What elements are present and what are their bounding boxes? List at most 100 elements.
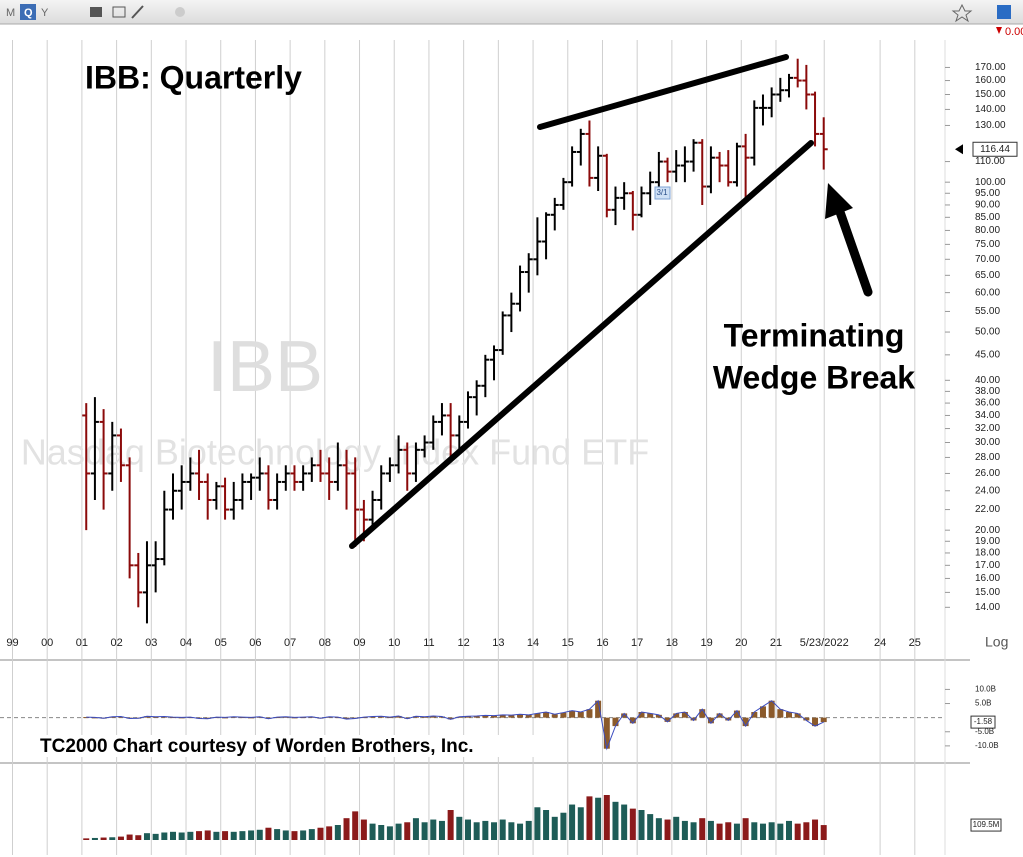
tool-icon[interactable]	[112, 6, 126, 18]
indicator-bar	[629, 717, 636, 724]
volume-bar	[248, 830, 255, 840]
y-tick-label: 70.00	[975, 254, 1000, 265]
y-tick-label: -10.0B	[975, 741, 999, 750]
indicator-bar	[794, 713, 801, 718]
indicator-bar	[820, 717, 827, 723]
volume-bar	[577, 807, 584, 840]
y-tick-label: 16.00	[975, 573, 1000, 584]
indicator-bar	[777, 709, 784, 718]
volume-bar	[759, 823, 766, 840]
volume-bar	[716, 823, 723, 840]
indicator-bar	[404, 717, 411, 719]
y-tick-label: 5.0B	[975, 699, 991, 708]
volume-bar	[274, 829, 281, 840]
y-tick-label: 170.00	[975, 62, 1006, 73]
volume-bar	[603, 795, 610, 840]
indicator-line	[86, 699, 824, 751]
volume-bar	[673, 816, 680, 840]
tool-icon[interactable]	[90, 7, 102, 17]
y-tick-label: 10.0B	[975, 685, 996, 694]
volume-bar	[222, 831, 229, 840]
volume-bar	[638, 810, 645, 840]
volume-bar	[326, 826, 333, 840]
arrow-head	[825, 183, 853, 219]
indicator-bar	[369, 716, 376, 718]
share-icon[interactable]	[997, 5, 1011, 19]
y-tick-label: 85.00	[975, 212, 1000, 223]
volume-bar	[421, 822, 428, 840]
volume-bar	[213, 831, 220, 840]
tool-icon[interactable]	[175, 7, 185, 17]
volume-bar	[126, 834, 133, 840]
volume-bar	[803, 822, 810, 840]
indicator-bar	[473, 715, 480, 718]
volume-bar	[690, 822, 697, 840]
y-tick-label: 65.00	[975, 270, 1000, 281]
indicator-bar	[482, 715, 489, 718]
volume-bar	[404, 822, 411, 840]
volume-box	[970, 818, 1002, 832]
indicator-bar	[699, 709, 706, 718]
volume-bar	[204, 830, 211, 840]
indicator-bar	[725, 717, 732, 721]
star-icon[interactable]	[951, 3, 973, 23]
volume-bar	[777, 823, 784, 840]
indicator-bar	[621, 713, 628, 718]
period-button[interactable]: Y	[41, 7, 49, 19]
scale-label[interactable]: Log	[985, 634, 1008, 650]
y-tick-label: 38.00	[975, 386, 1000, 397]
indicator-bar	[395, 715, 402, 718]
watermark-symbol: IBB	[207, 327, 323, 407]
indicator-bar	[204, 717, 211, 719]
indicator-bar	[733, 710, 740, 718]
x-tick-label: 05	[215, 637, 227, 649]
volume-bar	[647, 814, 654, 840]
price-change: 0.00	[1005, 26, 1023, 38]
period-button[interactable]: Q	[24, 7, 33, 19]
indicator-bar	[690, 717, 697, 721]
volume-bar	[464, 819, 471, 840]
tool-icon[interactable]	[131, 5, 144, 19]
indicator-bar	[491, 715, 498, 718]
indicator-bar	[716, 713, 723, 718]
price-box	[972, 141, 1018, 157]
volume-bar	[178, 832, 185, 840]
indicator-bar	[508, 715, 515, 718]
volume-bar	[291, 831, 298, 840]
split-marker[interactable]	[654, 186, 671, 200]
indicator-bar	[543, 712, 550, 718]
x-tick-label: 19	[700, 637, 712, 649]
volume-bar	[300, 830, 307, 840]
indicator-bar	[638, 712, 645, 718]
y-tick-label: 14.00	[975, 602, 1000, 613]
y-tick-label: 45.00	[975, 349, 1000, 360]
period-selected	[20, 4, 36, 20]
y-tick-label: 15.00	[975, 587, 1000, 598]
volume-bar	[117, 836, 124, 840]
x-tick-label: 02	[110, 637, 122, 649]
indicator-bar	[525, 714, 532, 718]
x-tick-label: 13	[492, 637, 504, 649]
volume-bar	[456, 816, 463, 840]
indicator-box	[970, 715, 996, 729]
period-button[interactable]: M	[6, 7, 15, 19]
volume-bar	[751, 822, 758, 840]
y-tick-label: 95.00	[975, 188, 1000, 199]
volume-bar	[612, 801, 619, 840]
volume-bar	[742, 818, 749, 840]
indicator-bar	[664, 717, 671, 722]
volume-bar	[664, 819, 671, 840]
volume-bar	[412, 818, 419, 840]
indicator-bar	[707, 717, 714, 724]
indicator-bar	[812, 717, 819, 727]
indicator-bar	[560, 712, 567, 718]
volume-bar	[187, 831, 194, 840]
arrow-shaft	[835, 207, 873, 297]
credit: TC2000 Chart courtesy of Worden Brothers…	[40, 736, 474, 757]
indicator-bar	[655, 714, 662, 718]
split-label: 3/1	[656, 188, 668, 197]
indicator-bar	[343, 717, 350, 720]
volume-label: 109.5M	[973, 820, 1000, 829]
volume-bar	[786, 820, 793, 840]
x-tick-label: 00	[41, 637, 53, 649]
